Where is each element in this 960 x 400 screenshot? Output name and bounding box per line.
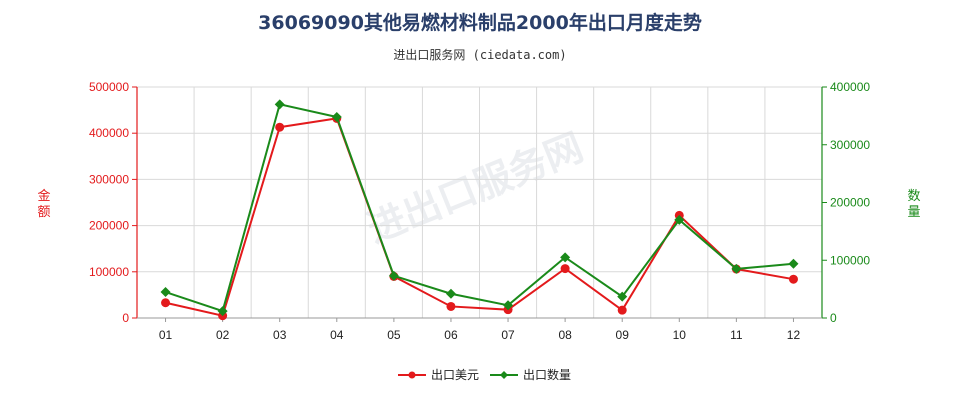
- data-point: [560, 252, 571, 263]
- axes: 0 100000 200000 300000 400000 500000 0 100000 20…: [37, 80, 920, 342]
- chart-subtitle: 进出口服务网 (ciedata.com): [393, 48, 567, 62]
- x-tick-label: 04: [330, 328, 344, 342]
- data-point: [160, 287, 171, 298]
- right-tick-label: 0: [830, 311, 837, 325]
- legend-label: 出口美元: [431, 368, 479, 382]
- data-point: [274, 99, 285, 110]
- data-point: [617, 305, 627, 315]
- grid: [136, 86, 823, 319]
- data-point: [331, 112, 342, 123]
- left-axis-title-char: 额: [37, 205, 50, 220]
- data-point: [275, 122, 285, 132]
- left-tick-label: 100000: [89, 265, 129, 279]
- x-tick-label: 09: [616, 328, 630, 342]
- series-line: [165, 103, 794, 313]
- x-tick-label: 02: [216, 328, 230, 342]
- series-line: [165, 117, 794, 317]
- series-layer: [160, 99, 799, 321]
- left-tick-label: 200000: [89, 219, 129, 233]
- right-axis-title-char: 量: [907, 205, 920, 220]
- left-tick-label: 400000: [89, 126, 129, 140]
- x-tick-label: 03: [273, 328, 287, 342]
- x-tick-label: 08: [558, 328, 572, 342]
- data-point: [446, 301, 456, 311]
- x-tick-label: 11: [730, 328, 743, 342]
- left-tick-label: 300000: [89, 172, 129, 186]
- right-tick-label: 400000: [830, 80, 870, 94]
- right-axis-title: 数量: [907, 189, 920, 220]
- x-tick-label: 06: [444, 328, 458, 342]
- x-tick-label: 01: [159, 328, 173, 342]
- data-point: [503, 300, 514, 311]
- right-tick-label: 200000: [830, 196, 870, 210]
- data-point: [617, 291, 628, 302]
- left-axis-title: 金额: [37, 188, 50, 220]
- left-tick-label: 500000: [89, 80, 129, 94]
- left-axis-title-char: 金: [37, 188, 50, 204]
- data-point: [731, 263, 742, 274]
- left-tick-label: 0: [122, 311, 129, 325]
- data-point: [788, 274, 798, 284]
- data-point: [445, 288, 456, 299]
- x-tick-label: 07: [501, 328, 515, 342]
- x-tick-label: 12: [787, 328, 801, 342]
- data-point: [388, 270, 399, 281]
- data-point: [560, 264, 570, 274]
- data-point: [674, 214, 685, 225]
- x-tick-label: 05: [387, 328, 401, 342]
- right-tick-label: 100000: [830, 253, 870, 267]
- legend: 出口美元 出口数量: [398, 367, 571, 382]
- right-tick-label: 300000: [830, 138, 870, 152]
- x-tick-label: 10: [673, 328, 687, 342]
- legend-swatch-marker: [408, 371, 416, 379]
- data-point: [217, 306, 228, 317]
- legend-label: 出口数量: [523, 367, 571, 382]
- chart-title: 36069090其他易燃材料制品2000年出口月度走势: [258, 12, 702, 34]
- legend-swatch-marker: [500, 371, 508, 379]
- data-point: [788, 258, 799, 269]
- right-axis-title-char: 数: [907, 189, 920, 204]
- data-point: [161, 298, 171, 308]
- watermark: 进出口服务网: [361, 124, 589, 251]
